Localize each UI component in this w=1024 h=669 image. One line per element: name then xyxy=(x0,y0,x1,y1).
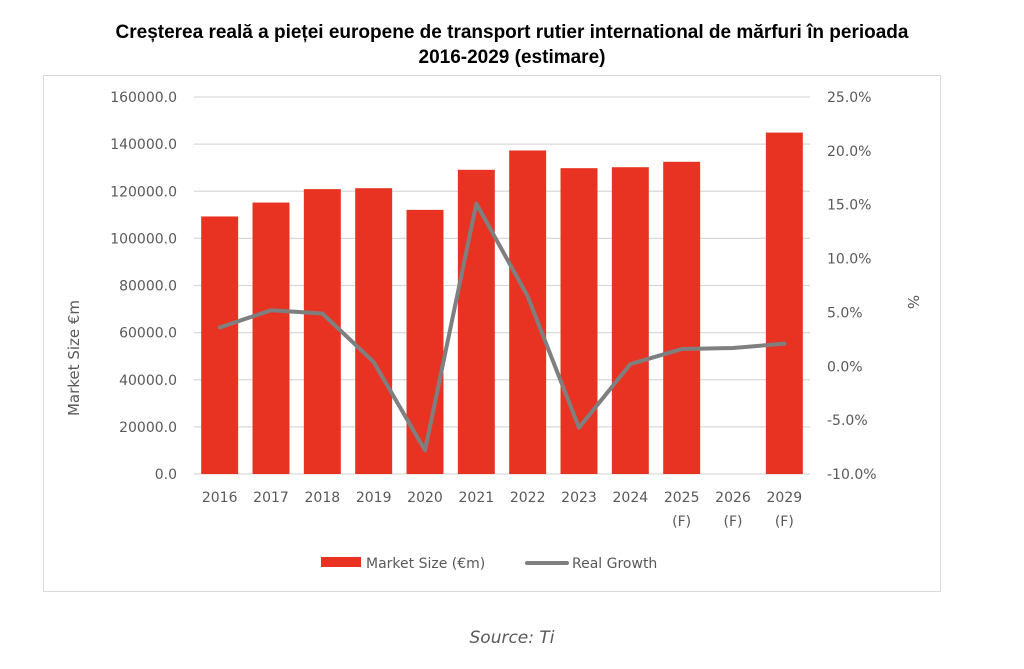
y2-tick-label: 15.0% xyxy=(827,198,871,214)
y-tick-label: 40000.0 xyxy=(119,373,177,389)
chart-title-line-2: 2016-2029 (estimare) xyxy=(418,47,606,68)
y-tick-label: 80000.0 xyxy=(119,279,177,295)
gridlines xyxy=(194,96,810,475)
x-tick-label: 2023 xyxy=(561,490,597,506)
x-tick-label: 2025 xyxy=(664,490,700,506)
y2-tick-label: 0.0% xyxy=(827,359,863,375)
x-tick-label: 2016 xyxy=(202,490,238,506)
y2-tick-label: 5.0% xyxy=(827,305,863,321)
bar-market-size xyxy=(611,167,649,474)
y-axis-left-title: Market Size €m xyxy=(65,300,83,416)
legend-label-market-size: Market Size (€m) xyxy=(366,556,485,572)
y-axis-left-ticks: 0.0 20000.0 40000.0 60000.0 80000.0 100000.0 1… xyxy=(110,90,177,483)
y-tick-label: 60000.0 xyxy=(119,326,177,342)
x-tick-label: 2020 xyxy=(407,490,443,506)
bar-market-size xyxy=(303,189,341,474)
bar-market-size xyxy=(252,202,290,474)
x-axis-ticks: 2016 2017 2018 2019 2020 2021 2022 2023 2024 2025… xyxy=(202,490,802,530)
bar-market-size xyxy=(509,150,547,474)
y-tick-label: 120000.0 xyxy=(110,184,177,200)
x-tick-label: 2026 xyxy=(715,490,751,506)
y2-tick-label: 25.0% xyxy=(827,90,871,106)
bar-market-size xyxy=(406,209,444,474)
y-tick-label: 20000.0 xyxy=(119,420,177,436)
y-tick-label: 100000.0 xyxy=(110,231,177,247)
legend-label-real-growth: Real Growth xyxy=(572,556,657,572)
x-tick-label: 2024 xyxy=(613,490,649,506)
line-path-real-growth xyxy=(217,201,787,453)
y2-tick-label: -5.0% xyxy=(827,413,868,429)
y-axis-right-title: % xyxy=(904,295,922,309)
legend-swatch-market-size xyxy=(321,557,361,567)
bars-market-size xyxy=(201,132,803,475)
x-tick-label: 2017 xyxy=(253,490,289,506)
x-tick-label: 2029 xyxy=(767,490,803,506)
y-tick-label: 160000.0 xyxy=(110,90,177,106)
bar-market-size xyxy=(765,132,803,474)
chart-title-line-1: Creșterea reală a pieței europene de tra… xyxy=(115,22,909,43)
y2-tick-label: -10.0% xyxy=(827,467,877,483)
bar-market-size xyxy=(201,216,239,475)
y2-tick-label: 10.0% xyxy=(827,252,871,268)
x-tick-label: (F) xyxy=(672,514,691,530)
y-tick-label: 0.0 xyxy=(155,467,177,483)
x-tick-label: 2022 xyxy=(510,490,546,506)
y-axis-right-ticks: -10.0% -5.0% 0.0% 5.0% 10.0% 15.0% 20.0% 25.0% xyxy=(827,90,877,483)
x-tick-label: (F) xyxy=(775,514,794,530)
x-tick-label: 2018 xyxy=(305,490,341,506)
x-tick-label: (F) xyxy=(724,514,743,530)
bar-market-size xyxy=(663,161,701,474)
chart-title: Creșterea reală a pieței europene de tra… xyxy=(0,20,1024,70)
line-real-growth xyxy=(217,201,787,453)
y2-tick-label: 20.0% xyxy=(827,144,871,160)
x-tick-label: 2019 xyxy=(356,490,392,506)
bar-market-size xyxy=(457,169,495,475)
y-tick-label: 140000.0 xyxy=(110,137,177,153)
source-caption: Source: Ti xyxy=(469,628,555,648)
legend: Market Size (€m) Real Growth xyxy=(321,556,657,572)
x-tick-label: 2021 xyxy=(459,490,495,506)
bar-market-size xyxy=(355,188,393,474)
